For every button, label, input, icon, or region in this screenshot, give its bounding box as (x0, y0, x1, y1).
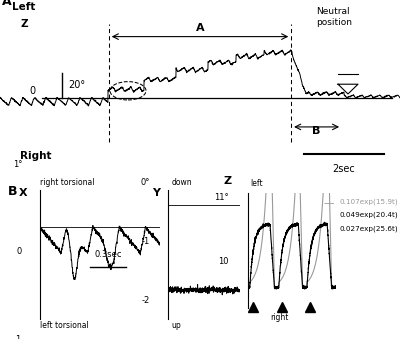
Text: Z: Z (20, 19, 28, 29)
Text: X: X (18, 188, 27, 198)
Text: 0.3sec: 0.3sec (95, 250, 122, 259)
Text: B: B (312, 126, 321, 136)
Text: left torsional: left torsional (40, 321, 89, 330)
Text: Right: Right (20, 151, 52, 161)
Text: 0.027exp(25.6t): 0.027exp(25.6t) (339, 225, 398, 232)
Text: 1°: 1° (13, 160, 22, 168)
Text: B: B (8, 185, 18, 198)
Text: 11°: 11° (214, 193, 229, 202)
Text: 20°: 20° (68, 80, 85, 91)
Text: 10: 10 (218, 257, 229, 265)
Text: 2sec: 2sec (333, 163, 355, 174)
Text: 0: 0 (30, 86, 36, 96)
Text: left: left (250, 179, 262, 188)
Text: Left: Left (12, 2, 36, 12)
Text: down: down (172, 178, 192, 187)
Text: 0: 0 (17, 247, 22, 256)
Text: -2: -2 (142, 296, 150, 305)
Text: A: A (2, 0, 12, 8)
Text: 0.107exp(15.9t): 0.107exp(15.9t) (339, 198, 398, 205)
Text: right torsional: right torsional (40, 178, 94, 187)
Text: Z: Z (223, 176, 232, 186)
Text: 0.049exp(20.4t): 0.049exp(20.4t) (339, 212, 398, 218)
Text: 0°: 0° (141, 178, 150, 187)
Text: -1: -1 (142, 237, 150, 246)
Text: Neutral
position: Neutral position (316, 7, 352, 27)
Text: Y: Y (152, 188, 160, 198)
Text: right: right (270, 313, 288, 322)
Text: up: up (172, 321, 181, 330)
Text: A: A (196, 22, 204, 33)
Text: -1: -1 (14, 335, 22, 339)
Text: —: — (323, 198, 334, 208)
